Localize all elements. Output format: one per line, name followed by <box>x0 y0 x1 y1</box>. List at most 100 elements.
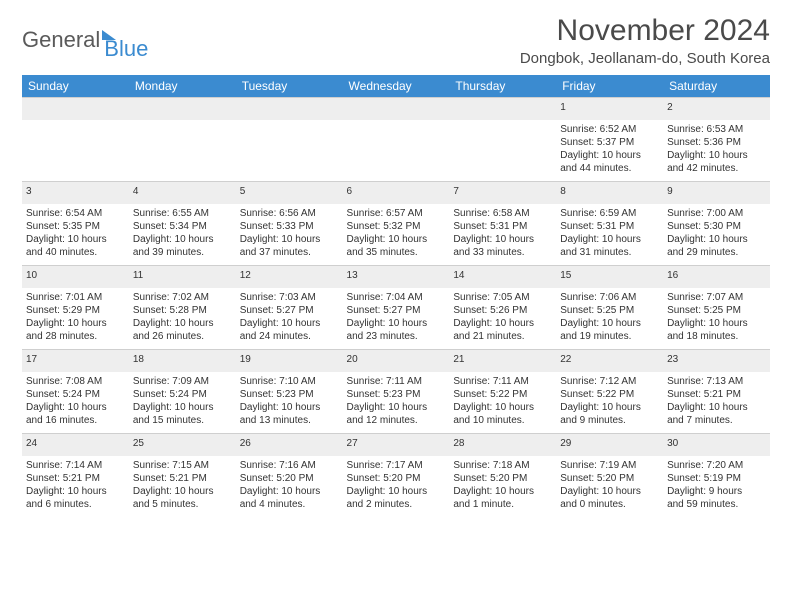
day-sr: Sunrise: 7:09 AM <box>133 375 232 388</box>
location: Dongbok, Jeollanam-do, South Korea <box>520 50 770 67</box>
weekday-header: Tuesday <box>236 75 343 98</box>
day-sr: Sunrise: 7:11 AM <box>453 375 552 388</box>
day-number-cell: 24 <box>22 434 129 457</box>
day-d1: Daylight: 10 hours <box>560 485 659 498</box>
day-ss: Sunset: 5:23 PM <box>347 388 446 401</box>
day-number-cell: 29 <box>556 434 663 457</box>
day-sr: Sunrise: 7:10 AM <box>240 375 339 388</box>
logo: General Blue <box>22 18 148 62</box>
day-d1: Daylight: 10 hours <box>133 485 232 498</box>
day-d1: Daylight: 10 hours <box>240 317 339 330</box>
day-number-cell: 23 <box>663 350 770 373</box>
day-number-cell: 19 <box>236 350 343 373</box>
day-ss: Sunset: 5:32 PM <box>347 220 446 233</box>
day-number-cell: 15 <box>556 266 663 289</box>
day-d2: and 21 minutes. <box>453 330 552 343</box>
day-d1: Daylight: 10 hours <box>133 233 232 246</box>
day-d1: Daylight: 10 hours <box>560 317 659 330</box>
day-info-cell: Sunrise: 6:54 AMSunset: 5:35 PMDaylight:… <box>22 204 129 266</box>
day-info-cell: Sunrise: 7:20 AMSunset: 5:19 PMDaylight:… <box>663 456 770 517</box>
day-d2: and 33 minutes. <box>453 246 552 259</box>
day-d2: and 26 minutes. <box>133 330 232 343</box>
day-info-cell: Sunrise: 6:56 AMSunset: 5:33 PMDaylight:… <box>236 204 343 266</box>
day-sr: Sunrise: 7:06 AM <box>560 291 659 304</box>
day-sr: Sunrise: 7:03 AM <box>240 291 339 304</box>
day-number-cell: 7 <box>449 182 556 205</box>
day-d2: and 40 minutes. <box>26 246 125 259</box>
day-number-cell: 6 <box>343 182 450 205</box>
day-d1: Daylight: 10 hours <box>453 317 552 330</box>
day-ss: Sunset: 5:20 PM <box>347 472 446 485</box>
day-d2: and 4 minutes. <box>240 498 339 511</box>
day-sr: Sunrise: 7:04 AM <box>347 291 446 304</box>
day-number-cell <box>236 98 343 121</box>
day-d2: and 35 minutes. <box>347 246 446 259</box>
day-number-cell: 12 <box>236 266 343 289</box>
day-ss: Sunset: 5:36 PM <box>667 136 766 149</box>
day-d1: Daylight: 10 hours <box>240 485 339 498</box>
day-info-cell: Sunrise: 7:18 AMSunset: 5:20 PMDaylight:… <box>449 456 556 517</box>
day-d1: Daylight: 10 hours <box>667 317 766 330</box>
day-info-cell: Sunrise: 7:17 AMSunset: 5:20 PMDaylight:… <box>343 456 450 517</box>
weekday-header: Wednesday <box>343 75 450 98</box>
day-sr: Sunrise: 7:13 AM <box>667 375 766 388</box>
day-info-cell: Sunrise: 7:11 AMSunset: 5:23 PMDaylight:… <box>343 372 450 434</box>
day-sr: Sunrise: 6:58 AM <box>453 207 552 220</box>
day-d2: and 23 minutes. <box>347 330 446 343</box>
day-sr: Sunrise: 6:55 AM <box>133 207 232 220</box>
day-d1: Daylight: 10 hours <box>240 233 339 246</box>
day-info-cell <box>449 120 556 182</box>
day-d2: and 44 minutes. <box>560 162 659 175</box>
day-sr: Sunrise: 7:12 AM <box>560 375 659 388</box>
day-sr: Sunrise: 7:16 AM <box>240 459 339 472</box>
day-number-cell: 18 <box>129 350 236 373</box>
day-number-cell: 4 <box>129 182 236 205</box>
day-ss: Sunset: 5:25 PM <box>667 304 766 317</box>
calendar-head: SundayMondayTuesdayWednesdayThursdayFrid… <box>22 75 770 98</box>
day-d1: Daylight: 10 hours <box>26 401 125 414</box>
day-info-cell <box>22 120 129 182</box>
day-ss: Sunset: 5:34 PM <box>133 220 232 233</box>
day-d1: Daylight: 10 hours <box>347 401 446 414</box>
day-sr: Sunrise: 6:56 AM <box>240 207 339 220</box>
day-sr: Sunrise: 7:02 AM <box>133 291 232 304</box>
day-d1: Daylight: 10 hours <box>26 485 125 498</box>
day-d1: Daylight: 10 hours <box>133 317 232 330</box>
day-ss: Sunset: 5:31 PM <box>560 220 659 233</box>
day-number-cell: 25 <box>129 434 236 457</box>
day-info-cell: Sunrise: 7:08 AMSunset: 5:24 PMDaylight:… <box>22 372 129 434</box>
day-d2: and 59 minutes. <box>667 498 766 511</box>
day-info-cell: Sunrise: 7:03 AMSunset: 5:27 PMDaylight:… <box>236 288 343 350</box>
day-d1: Daylight: 10 hours <box>667 149 766 162</box>
day-number-cell: 2 <box>663 98 770 121</box>
day-sr: Sunrise: 7:05 AM <box>453 291 552 304</box>
day-info-cell: Sunrise: 7:00 AMSunset: 5:30 PMDaylight:… <box>663 204 770 266</box>
day-number-cell: 11 <box>129 266 236 289</box>
day-sr: Sunrise: 7:08 AM <box>26 375 125 388</box>
day-d2: and 39 minutes. <box>133 246 232 259</box>
day-d1: Daylight: 10 hours <box>560 233 659 246</box>
day-ss: Sunset: 5:20 PM <box>453 472 552 485</box>
day-d1: Daylight: 10 hours <box>667 233 766 246</box>
day-info-cell: Sunrise: 7:10 AMSunset: 5:23 PMDaylight:… <box>236 372 343 434</box>
day-sr: Sunrise: 7:20 AM <box>667 459 766 472</box>
day-ss: Sunset: 5:21 PM <box>26 472 125 485</box>
day-d2: and 10 minutes. <box>453 414 552 427</box>
weekday-header: Friday <box>556 75 663 98</box>
day-sr: Sunrise: 7:01 AM <box>26 291 125 304</box>
day-d1: Daylight: 10 hours <box>453 401 552 414</box>
day-info-cell: Sunrise: 7:04 AMSunset: 5:27 PMDaylight:… <box>343 288 450 350</box>
day-sr: Sunrise: 6:54 AM <box>26 207 125 220</box>
day-info-cell: Sunrise: 7:19 AMSunset: 5:20 PMDaylight:… <box>556 456 663 517</box>
day-info-cell <box>236 120 343 182</box>
day-d2: and 28 minutes. <box>26 330 125 343</box>
logo-text-1: General <box>22 27 100 53</box>
weekday-header: Sunday <box>22 75 129 98</box>
day-sr: Sunrise: 7:17 AM <box>347 459 446 472</box>
day-info-cell: Sunrise: 6:58 AMSunset: 5:31 PMDaylight:… <box>449 204 556 266</box>
day-sr: Sunrise: 7:14 AM <box>26 459 125 472</box>
day-info-cell: Sunrise: 7:11 AMSunset: 5:22 PMDaylight:… <box>449 372 556 434</box>
day-info-cell: Sunrise: 7:12 AMSunset: 5:22 PMDaylight:… <box>556 372 663 434</box>
day-sr: Sunrise: 7:18 AM <box>453 459 552 472</box>
day-number-cell: 28 <box>449 434 556 457</box>
